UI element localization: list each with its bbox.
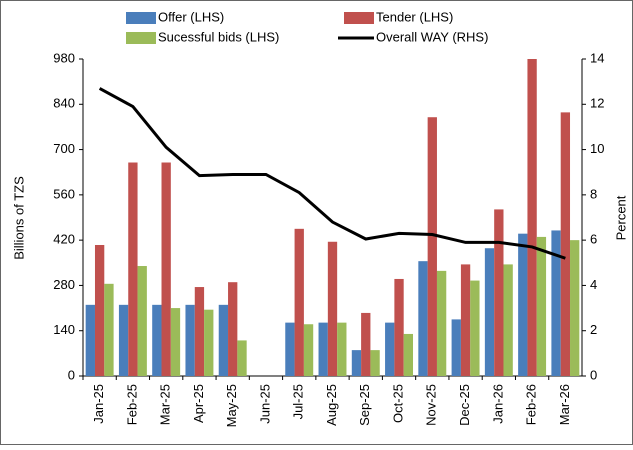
bar [170, 308, 181, 376]
bar [128, 162, 138, 376]
y-axis-label: Billions of TZS [11, 176, 26, 260]
legend-label: Overall WAY (RHS) [376, 29, 488, 44]
bar [351, 350, 362, 376]
bar [427, 117, 437, 376]
bar [518, 233, 528, 376]
x-tick-label: Mar-26 [557, 384, 572, 425]
y2-tick-label: 10 [590, 141, 604, 156]
bar [152, 304, 162, 376]
y2-tick-label: 12 [590, 96, 604, 111]
y-tick-label: 980 [53, 50, 75, 65]
legend-label: Offer (LHS) [158, 9, 224, 24]
legend-label: Tender (LHS) [376, 9, 453, 24]
legend-swatch [126, 12, 156, 24]
y-tick-label: 700 [53, 141, 75, 156]
bar [218, 304, 229, 376]
x-tick-label: Aug-25 [324, 384, 339, 426]
bar [503, 264, 513, 376]
bar [294, 228, 304, 376]
y2-tick-label: 8 [590, 186, 597, 201]
x-tick-label: Dec-25 [457, 384, 472, 426]
y-tick-label: 560 [53, 186, 75, 201]
y2-tick-label: 6 [590, 232, 597, 247]
y-tick-label: 280 [53, 277, 75, 292]
y-tick-label: 0 [68, 367, 75, 382]
bar [460, 264, 471, 376]
bar [470, 280, 480, 376]
bar [137, 266, 147, 376]
bar [385, 322, 395, 376]
bar [560, 112, 571, 377]
x-tick-label: Jan-26 [490, 384, 505, 424]
bar [403, 333, 414, 376]
x-tick-label: Apr-25 [191, 384, 206, 423]
bar [85, 304, 95, 376]
y-tick-label: 420 [53, 232, 75, 247]
bar [361, 312, 371, 376]
x-tick-label: Oct-25 [390, 384, 405, 423]
bar [536, 236, 547, 376]
bar [185, 304, 195, 376]
bar [570, 240, 580, 376]
bar [237, 340, 247, 376]
bar [303, 324, 314, 376]
x-tick-label: Feb-26 [524, 384, 539, 425]
bar [327, 241, 338, 376]
bar [451, 319, 461, 376]
bar [494, 209, 504, 376]
bar [118, 304, 129, 376]
x-tick-label: Jun-25 [257, 384, 272, 424]
y2-axis-label: Percent [613, 195, 628, 240]
x-tick-label: May-25 [224, 384, 239, 427]
bar [337, 322, 347, 376]
bar [418, 261, 428, 376]
x-tick-label: Mar-25 [158, 384, 173, 425]
bar [285, 322, 295, 376]
y2-tick-label: 0 [590, 367, 597, 382]
bar [394, 278, 404, 376]
bar [318, 322, 328, 376]
bar [370, 350, 380, 376]
x-tick-label: Jul-25 [291, 384, 306, 419]
y2-tick-label: 4 [590, 277, 597, 292]
y2-tick-label: 2 [590, 322, 597, 337]
line [98, 87, 566, 260]
bar [161, 162, 171, 376]
bar [228, 282, 238, 376]
bar [436, 270, 447, 376]
bar [104, 283, 114, 376]
bar [484, 248, 495, 376]
x-tick-label: Feb-25 [124, 384, 139, 425]
y-tick-label: 140 [53, 322, 75, 337]
legend-swatch [126, 32, 156, 44]
y2-tick-label: 14 [590, 50, 604, 65]
bar [204, 309, 214, 376]
bar [94, 244, 105, 376]
y-tick-label: 840 [53, 96, 75, 111]
x-tick-label: Jan-25 [91, 384, 106, 424]
legend-swatch [344, 12, 374, 24]
bar [527, 59, 537, 376]
x-tick-label: Sep-25 [357, 384, 372, 426]
bar [551, 230, 561, 376]
bar [194, 287, 205, 376]
legend-label: Sucessful bids (LHS) [158, 29, 279, 44]
x-tick-label: Nov-25 [424, 384, 439, 426]
